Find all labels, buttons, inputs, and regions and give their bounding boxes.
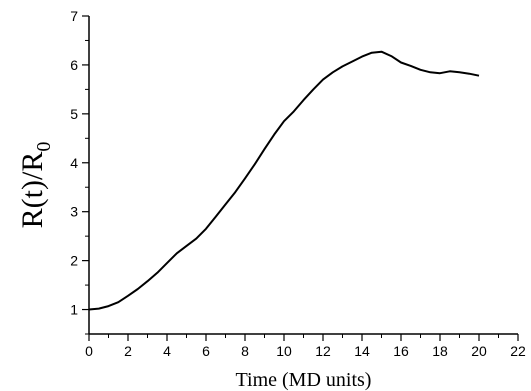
y-axis: 1 2 3 4 5 6 7: [70, 8, 89, 334]
y-tick-label: 7: [70, 8, 78, 24]
x-tick-label: 22: [510, 343, 526, 359]
x-tick-label: 12: [315, 343, 331, 359]
y-tick-label: 6: [70, 57, 78, 73]
y-tick-label: 2: [70, 253, 78, 269]
x-axis: 0 2 4 6 8 10 12 14 16 18 20 22: [85, 334, 526, 359]
y-tick-label: 5: [70, 106, 78, 122]
x-axis-title: Time (MD units): [236, 369, 372, 391]
y-axis-title-main: R(t)/R: [16, 152, 49, 229]
x-tick-label: 4: [163, 343, 171, 359]
x-tick-label: 18: [432, 343, 448, 359]
x-tick-label: 10: [276, 343, 292, 359]
y-tick-label: 1: [70, 302, 78, 318]
x-tick-label: 0: [85, 343, 93, 359]
series-line: [89, 52, 479, 310]
y-axis-title-subscript: 0: [33, 142, 55, 152]
x-tick-label: 20: [471, 343, 487, 359]
y-tick-label: 3: [70, 204, 78, 220]
x-tick-label: 14: [354, 343, 370, 359]
x-tick-label: 2: [124, 343, 132, 359]
y-tick-label: 4: [70, 155, 78, 171]
y-axis-title: R(t)/R0: [16, 142, 55, 229]
x-tick-label: 6: [202, 343, 210, 359]
x-tick-label: 16: [393, 343, 409, 359]
x-tick-label: 8: [241, 343, 249, 359]
